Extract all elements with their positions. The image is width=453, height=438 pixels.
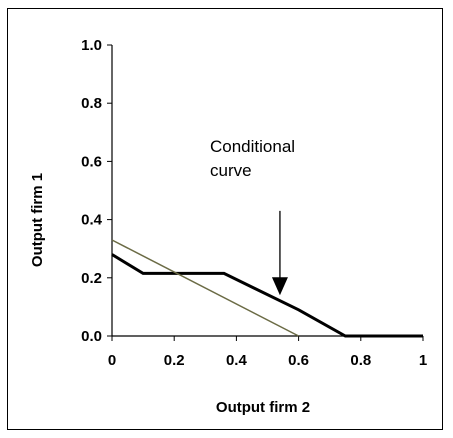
arrow-head bbox=[271, 277, 288, 296]
annotation-line-2: curve bbox=[210, 161, 252, 180]
y-axis-title: Output firm 1 bbox=[29, 173, 46, 267]
x-tick-label: 0 bbox=[108, 352, 116, 369]
y-tick-label: 0.0 bbox=[81, 328, 102, 345]
x-tick-label: 0.2 bbox=[164, 352, 185, 369]
y-tick-label: 0.8 bbox=[81, 95, 102, 112]
series-reference-line bbox=[111, 239, 299, 337]
x-axis-title: Output firm 2 bbox=[216, 399, 310, 416]
chart-frame bbox=[7, 8, 443, 430]
ticks: 0 0.2 0.4 0.6 0.8 1 0.0 0.2 0.4 0.6 0.8 1.0 bbox=[81, 37, 427, 369]
series-conditional-curve bbox=[111, 253, 423, 338]
y-tick-label: 0.4 bbox=[81, 212, 103, 229]
annotation-line-1: Conditional bbox=[210, 137, 295, 156]
y-tick-label: 0.2 bbox=[81, 270, 102, 287]
series-group bbox=[111, 239, 423, 338]
x-tick-label: 0.6 bbox=[288, 352, 309, 369]
y-tick-label: 0.6 bbox=[81, 153, 102, 170]
x-tick-label: 1 bbox=[419, 352, 427, 369]
x-tick-label: 0.4 bbox=[226, 352, 248, 369]
x-tick-label: 0.8 bbox=[350, 352, 371, 369]
y-tick-label: 1.0 bbox=[81, 37, 102, 54]
annotation-arrow bbox=[271, 210, 288, 296]
axes bbox=[111, 45, 423, 337]
